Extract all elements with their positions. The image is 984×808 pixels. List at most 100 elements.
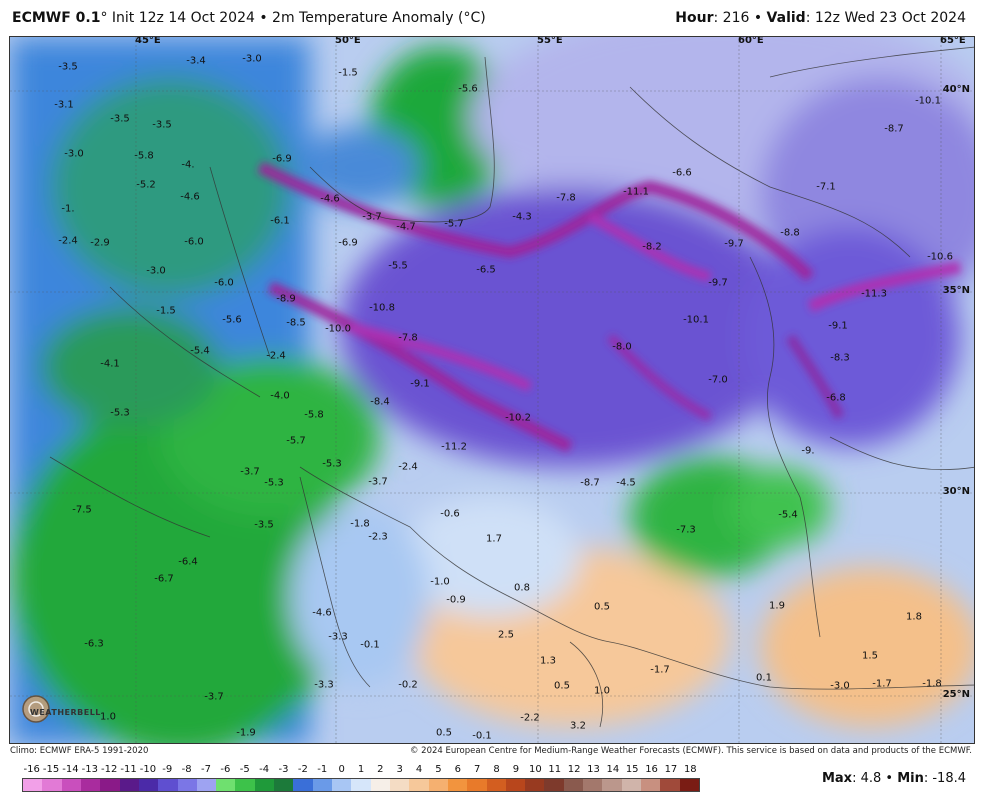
colorbar-swatch (428, 779, 448, 791)
anomaly-value: -1.8 (922, 678, 942, 690)
colorbar-tick: -6 (220, 764, 231, 775)
colorbar-tick: 1 (357, 764, 365, 775)
colorbar-tick: -7 (201, 764, 212, 775)
colorbar-swatch (332, 779, 352, 791)
anomaly-value: -1.5 (156, 305, 176, 317)
colorbar-tick: -12 (100, 764, 118, 775)
anomaly-value: -6.9 (272, 153, 292, 165)
anomaly-value: 0.8 (514, 582, 530, 594)
anomaly-value: -4.6 (320, 193, 340, 205)
colorbar-tick: 3 (396, 764, 403, 775)
colorbar-swatch (621, 779, 641, 791)
colorbar-tick: 4 (415, 764, 423, 775)
anomaly-value: -0.1 (472, 730, 492, 742)
anomaly-value: -5.3 (322, 458, 342, 470)
anomaly-value: 1.0 (100, 711, 116, 723)
anomaly-value: -8.9 (276, 293, 296, 305)
anomaly-value: -7.0 (708, 374, 728, 386)
colorbar (22, 778, 700, 792)
anomaly-value: -4.0 (270, 390, 290, 402)
colorbar-tick: -4 (259, 764, 270, 775)
longitude-label: 55°E (537, 36, 563, 46)
colorbar-tick-labels: -16 -15 -14 -13 -12 -11 -10 -9 -8 -7 -6 -5 -4 -3 -2 -1 0… (22, 764, 700, 776)
colorbar-swatch (467, 779, 487, 791)
colorbar-swatch (583, 779, 603, 791)
anomaly-value: -5.7 (286, 435, 306, 447)
anomaly-value: 0.5 (436, 727, 452, 739)
colorbar-swatch (641, 779, 661, 791)
anomaly-value: -8.4 (370, 396, 390, 408)
anomaly-value: -4.1 (100, 358, 120, 370)
colorbar-swatch (447, 779, 468, 791)
anomaly-value: -4.7 (396, 221, 416, 233)
colorbar-swatch (563, 779, 584, 791)
map-background (10, 37, 974, 743)
anomaly-value: 0.5 (594, 601, 610, 613)
anomaly-value: 1.0 (594, 685, 610, 697)
colorbar-swatch (370, 779, 390, 791)
hour-value: : 216 • (713, 10, 767, 26)
colorbar-tick: 2 (377, 764, 384, 775)
colorbar-tick: 18 (683, 764, 697, 775)
colorbar-tick: 0 (338, 764, 345, 775)
anomaly-value: -7.8 (556, 192, 576, 204)
colorbar-swatch (235, 779, 255, 791)
anomaly-value: 1.5 (862, 650, 878, 662)
valid-value: : 12z Wed 23 Oct 2024 (805, 10, 966, 26)
anomaly-value: -5.4 (190, 345, 210, 357)
colorbar-tick: 8 (493, 764, 500, 775)
anomaly-value: 1.8 (906, 611, 922, 623)
header-bar: ECMWF 0.1° Init 12z 14 Oct 2024 • 2m Tem… (0, 0, 984, 36)
anomaly-value: -4.5 (616, 477, 636, 489)
anomaly-value: 1.7 (486, 533, 502, 545)
colorbar-tick: 14 (606, 764, 620, 775)
colorbar-tick: 16 (645, 764, 658, 775)
anomaly-value: -3.0 (146, 265, 166, 277)
colorbar-tick: 5 (435, 764, 442, 775)
weatherbell-logo-icon (22, 695, 50, 723)
anomaly-value: -2.4 (398, 461, 418, 473)
colorbar-tick: 12 (567, 764, 581, 775)
anomaly-value: -3.7 (240, 466, 260, 478)
colorbar-tick: -11 (120, 764, 137, 775)
anomaly-value: -8.7 (884, 123, 904, 135)
latitude-label: 25°N (942, 689, 970, 700)
anomaly-value: -8.2 (642, 241, 662, 253)
anomaly-value: -1.9 (236, 727, 256, 739)
anomaly-value: 2.5 (498, 629, 514, 641)
colorbar-tick: -1 (317, 764, 328, 775)
anomaly-value: -6.7 (154, 573, 174, 585)
anomaly-value: 1.3 (540, 655, 556, 667)
colorbar-tick: 15 (625, 764, 639, 775)
anomaly-value: -6.4 (178, 556, 198, 568)
logo-text: WEATHERBELL (30, 708, 101, 717)
valid-label: Valid (766, 10, 806, 26)
title-right: Hour: 216 • Valid: 12z Wed 23 Oct 2024 (675, 10, 966, 26)
anomaly-value: -4. (181, 159, 195, 171)
anomaly-value: 0.1 (756, 672, 772, 684)
anomaly-value: -3.3 (314, 679, 334, 691)
colorbar-swatch (312, 779, 332, 791)
anomaly-value: -11.1 (623, 186, 649, 198)
colorbar-tick: 7 (474, 764, 481, 775)
anomaly-value: -5.4 (778, 509, 798, 521)
anomaly-value: -1.7 (650, 664, 670, 676)
anomaly-value: -2.4 (58, 235, 78, 247)
longitude-label: 50°E (335, 36, 361, 46)
colorbar-swatch (274, 779, 294, 791)
colorbar-swatch (216, 779, 236, 791)
anomaly-value: -3.0 (64, 148, 84, 160)
colorbar-tick: 11 (548, 764, 562, 775)
colorbar-swatch (660, 779, 680, 791)
colorbar-tick: -3 (278, 764, 289, 775)
longitude-label: 60°E (738, 36, 764, 46)
temperature-anomaly-map[interactable]: 45°E 50°E 55°E 60°E 65°E 40°N 35°N 30°N 25°N -3… (9, 36, 975, 744)
max-min-readout: Max: 4.8 • Min: -18.4 (822, 771, 966, 786)
longitude-label: 65°E (940, 36, 966, 46)
anomaly-value: -0.1 (360, 639, 380, 651)
anomaly-value: -6.1 (270, 215, 290, 227)
anomaly-value: -4.6 (180, 191, 200, 203)
anomaly-value: 1.9 (769, 600, 785, 612)
colorbar-swatch (486, 779, 506, 791)
anomaly-value: -7.3 (676, 524, 696, 536)
